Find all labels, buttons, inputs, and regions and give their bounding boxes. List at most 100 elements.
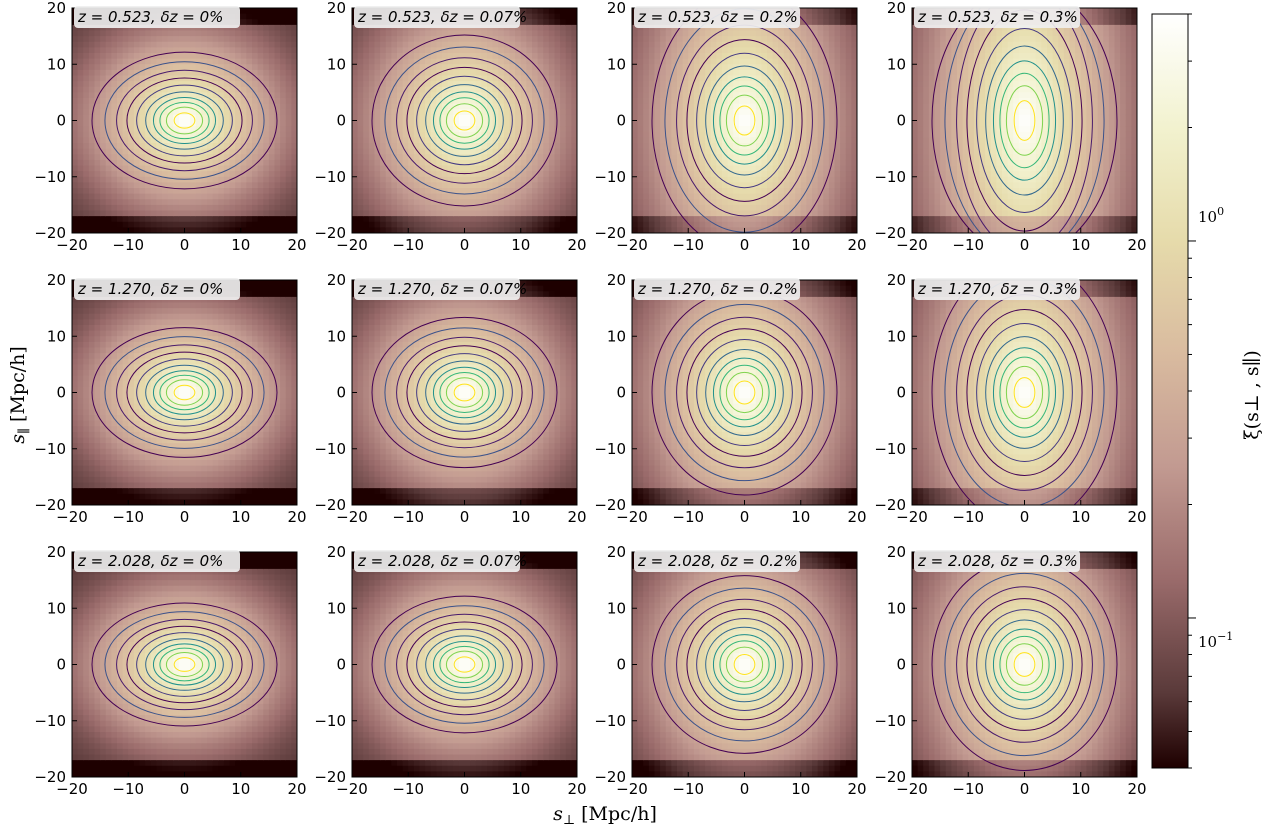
heatmap-cell	[755, 182, 762, 189]
heatmap-cell	[235, 221, 242, 228]
heatmap-cell	[464, 30, 471, 37]
heatmap-cell	[280, 199, 287, 206]
heatmap-cell	[77, 193, 84, 200]
heatmap-cell	[637, 75, 644, 82]
heatmap-cell	[699, 221, 706, 228]
heatmap-cell	[548, 210, 556, 217]
contour-line	[651, 8, 838, 233]
heatmap-cell	[845, 216, 852, 223]
heatmap-cell	[397, 30, 404, 37]
heatmap-cell	[229, 92, 236, 99]
heatmap-cell	[767, 171, 774, 178]
heatmap-cell	[391, 41, 398, 48]
heatmap-cell	[235, 154, 242, 161]
heatmap-cell	[391, 148, 398, 155]
heatmap-cell	[212, 227, 219, 233]
heatmap-cell	[285, 47, 292, 54]
heatmap-cell	[767, 47, 774, 54]
heatmap-cell	[413, 148, 421, 155]
heatmap-cell	[100, 182, 107, 189]
heatmap-cell	[637, 193, 644, 200]
heatmap-cell	[195, 171, 202, 178]
heatmap-cell	[693, 30, 701, 37]
heatmap-cell	[492, 165, 499, 172]
heatmap-cell	[223, 36, 231, 43]
heatmap-cell	[380, 126, 387, 133]
heatmap-cell	[145, 131, 152, 138]
heatmap-cell	[408, 120, 415, 127]
heatmap-cell	[77, 131, 84, 138]
heatmap-cell	[252, 154, 259, 161]
heatmap-cell	[83, 120, 90, 127]
heatmap-cell	[716, 199, 723, 206]
heatmap-cell	[648, 47, 656, 54]
x-tick-label: 10	[511, 236, 530, 254]
heatmap-cell	[851, 8, 857, 15]
heatmap-cell	[235, 114, 242, 122]
heatmap-cell	[218, 30, 225, 37]
heatmap-cell	[374, 30, 381, 37]
heatmap-cell	[291, 103, 297, 110]
heatmap-cell	[128, 53, 135, 60]
heatmap-cell	[840, 154, 847, 161]
heatmap-cell	[520, 188, 527, 195]
heatmap-cell	[235, 64, 242, 71]
y-tick-label: −10	[314, 168, 346, 186]
heatmap-cell	[537, 227, 544, 233]
heatmap-cell	[408, 103, 415, 110]
heatmap-cell	[83, 53, 90, 60]
heatmap-cell	[665, 176, 672, 183]
heatmap-cell	[840, 176, 847, 183]
heatmap-cell	[374, 154, 381, 161]
heatmap-cell	[828, 227, 836, 233]
heatmap-cell	[105, 227, 112, 233]
heatmap-cell	[761, 199, 768, 206]
heatmap-cell	[520, 41, 527, 48]
heatmap-cell	[94, 30, 101, 37]
heatmap-cell	[178, 114, 186, 122]
heatmap-cell	[654, 120, 661, 127]
heatmap-cell	[150, 148, 157, 155]
heatmap-cell	[487, 131, 494, 138]
heatmap-cell	[917, 126, 924, 133]
heatmap-cell	[812, 114, 819, 122]
heatmap-cell	[710, 64, 717, 71]
heatmap-cell	[912, 210, 919, 217]
heatmap-cell	[436, 216, 443, 223]
heatmap-cell	[492, 103, 499, 110]
heatmap-cell	[240, 98, 247, 105]
heatmap-cell	[128, 103, 135, 110]
heatmap-cell	[526, 47, 533, 54]
heatmap-cell	[128, 69, 135, 77]
heatmap-cell	[436, 221, 443, 228]
heatmap-cell	[571, 30, 577, 37]
heatmap-cell	[560, 30, 567, 37]
heatmap-cell	[94, 227, 101, 233]
heatmap-cell	[671, 143, 678, 150]
heatmap-cell	[263, 221, 270, 228]
heatmap-cell	[77, 69, 84, 77]
heatmap-cell	[772, 53, 779, 60]
heatmap-cell	[167, 148, 174, 155]
heatmap-cell	[727, 64, 734, 71]
heatmap-cell	[823, 204, 830, 212]
heatmap-cell	[806, 199, 813, 206]
heatmap-cell	[442, 58, 449, 65]
heatmap-cell	[72, 109, 79, 116]
heatmap-cell	[111, 86, 118, 93]
heatmap-cell	[554, 176, 561, 183]
heatmap-cell	[397, 58, 404, 65]
heatmap-cell	[280, 114, 287, 122]
heatmap-cell	[229, 171, 236, 178]
heatmap-cell	[291, 165, 297, 172]
heatmap-cell	[363, 210, 370, 217]
heatmap-cell	[156, 58, 163, 65]
heatmap-cell	[464, 154, 471, 161]
heatmap-cell	[145, 36, 152, 43]
heatmap-cell	[828, 98, 836, 105]
heatmap-cell	[274, 81, 281, 88]
heatmap-cell	[705, 126, 712, 133]
heatmap-cell	[363, 176, 370, 183]
heatmap-cell	[643, 92, 650, 99]
heatmap-cell	[436, 131, 443, 138]
